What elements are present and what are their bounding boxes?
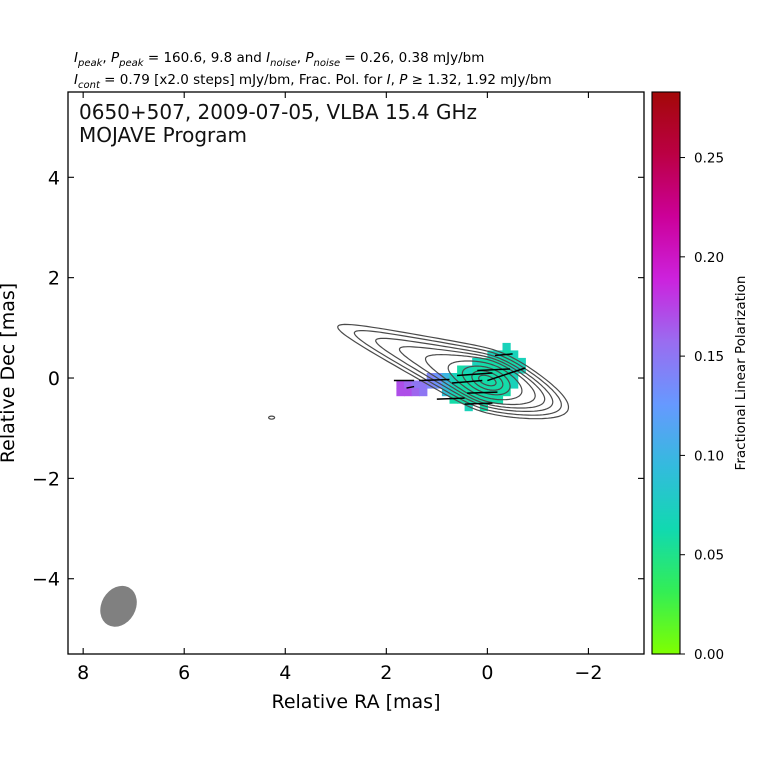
evpa-tick (436, 397, 465, 400)
colorbar-ticks: 0.00 0.05 0.10 0.15 0.20 0.25 (680, 151, 724, 663)
pol-pixel (404, 388, 413, 397)
pol-pixel (419, 380, 428, 389)
evpa-ticks (393, 353, 526, 405)
plot-title-line-2: MOJAVE Program (79, 123, 247, 147)
x-tick-label: 2 (380, 662, 392, 684)
axes: 8 6 4 2 0 −2 −4 −2 0 2 4 (32, 92, 644, 684)
colorbar-label: Fractional Linear Polarization (733, 276, 749, 471)
x-tick-label: 6 (178, 662, 190, 684)
colorbar-gradient (652, 92, 680, 654)
pol-pixel (494, 357, 504, 366)
pol-pixel (510, 380, 519, 389)
colorbar-tick-label: 0.15 (694, 349, 724, 365)
pol-pixel (411, 388, 420, 397)
pol-pixel (464, 365, 473, 374)
contour-level (337, 323, 570, 420)
colorbar-tick-label: 0.10 (694, 448, 724, 464)
pol-pixel (464, 403, 473, 412)
evpa-tick (464, 402, 493, 405)
x-tick-label: −2 (574, 662, 602, 684)
pol-pixel (502, 380, 511, 389)
contour-level (353, 330, 562, 416)
y-tick-label: −2 (32, 468, 60, 490)
pol-pixel (426, 380, 435, 389)
y-tick-label: 0 (48, 368, 60, 390)
plot-frame (67, 91, 645, 655)
contour-level (461, 365, 511, 396)
beam-ellipse (100, 585, 137, 627)
colorbar-tick-label: 0.20 (694, 250, 724, 266)
evpa-tick (451, 379, 483, 384)
contour-level (447, 360, 523, 401)
pol-pixel (510, 365, 519, 374)
pol-pixel (510, 350, 519, 359)
pol-pixel (517, 357, 526, 366)
contour-level (424, 353, 536, 406)
contour-level (478, 374, 497, 387)
pol-pixel (472, 395, 481, 404)
pol-pixel (441, 388, 451, 397)
plot-title-line-1: 0650+507, 2009-07-05, VLBA 15.4 GHz (79, 100, 477, 124)
x-tick-label: 8 (77, 662, 89, 684)
colorbar-tick-label: 0.25 (694, 151, 724, 167)
evpa-tick (419, 378, 450, 382)
intensity-contours (267, 323, 570, 420)
pol-pixel (487, 357, 496, 366)
pol-pixel (426, 373, 435, 382)
pol-pixel (434, 373, 443, 382)
pol-pixel (494, 388, 504, 397)
pol-pixel (434, 380, 443, 389)
pol-pixel (457, 373, 466, 382)
pol-pixel (396, 388, 405, 397)
y-tick-label: −4 (32, 569, 60, 591)
pol-pixel (449, 395, 458, 404)
pol-pixel (502, 342, 511, 351)
evpa-tick (494, 353, 513, 357)
colorbar-tick-label: 0.00 (694, 647, 724, 663)
pol-pixel (502, 373, 511, 382)
evpa-tick (487, 367, 526, 382)
evpa-tick (477, 368, 511, 372)
pol-pixel (487, 380, 496, 389)
pol-pixel (464, 380, 473, 389)
isolated-contour (267, 415, 276, 420)
y-tick-label: 4 (48, 167, 60, 189)
colorbar-frame (651, 91, 681, 655)
colorbar-tick-label: 0.05 (694, 548, 724, 564)
pol-pixel (419, 388, 428, 397)
evpa-tick (456, 372, 493, 377)
evpa-tick (467, 391, 498, 394)
pol-pixel (479, 403, 488, 412)
pol-pixel (510, 373, 519, 382)
pol-pixel (396, 380, 405, 389)
pol-pixel (479, 395, 488, 404)
pol-pixel (494, 380, 504, 389)
evpa-tick (406, 385, 415, 389)
contour-level (375, 337, 554, 412)
pol-pixel (441, 373, 451, 382)
pol-pixel (411, 380, 420, 389)
pol-pixel (464, 373, 473, 382)
header-line-2: Icont = 0.79 [x2.0 steps] mJy/bm, Frac. … (74, 72, 552, 91)
x-tick-label: 0 (481, 662, 493, 684)
pol-pixel (441, 380, 451, 389)
header-line-1: Ipeak, Ppeak = 160.6, 9.8 and Inoise, Pn… (74, 50, 484, 69)
pol-pixel (487, 350, 496, 359)
y-axis-label: Relative Dec [mas] (0, 283, 19, 463)
beam-layer (100, 585, 137, 627)
pol-pixel (457, 365, 466, 374)
contour-level (398, 346, 546, 409)
y-tick-label: 2 (48, 268, 60, 290)
pol-pixel (472, 373, 481, 382)
pol-pixel (472, 365, 481, 374)
plot-area (68, 92, 644, 654)
pol-pixel (464, 388, 473, 397)
pol-pixel (487, 395, 496, 404)
pol-pixel (479, 373, 488, 382)
x-tick-label: 4 (279, 662, 291, 684)
x-axis-label: Relative RA [mas] (271, 691, 440, 713)
pol-pixel (404, 380, 413, 389)
